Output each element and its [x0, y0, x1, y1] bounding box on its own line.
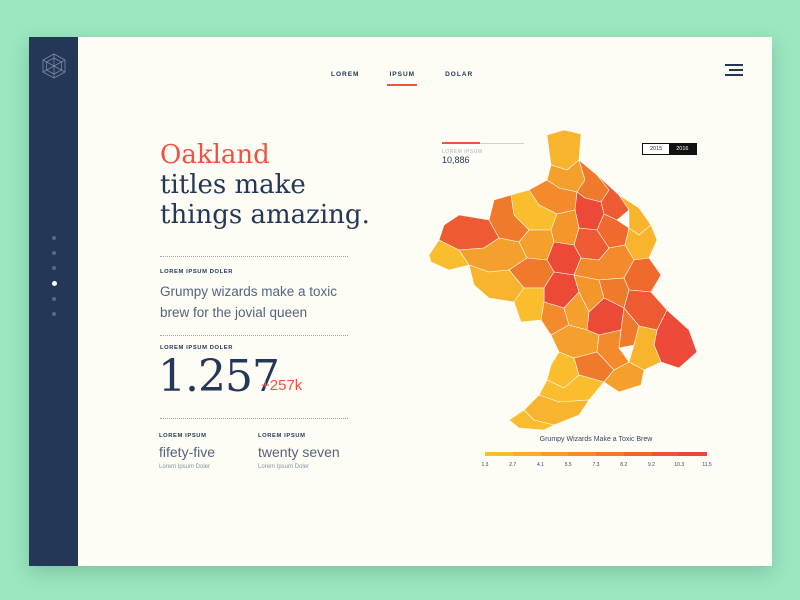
page-dot[interactable] — [52, 266, 56, 270]
page-dot[interactable] — [51, 281, 57, 286]
divider — [160, 418, 348, 419]
stat-1-label: LOREM IPSUM — [159, 433, 207, 439]
legend-swatch — [568, 452, 596, 456]
stat-2-value: twenty seven — [258, 444, 340, 460]
big-stat-value: 1.257 — [158, 351, 280, 402]
legend-swatch — [623, 452, 652, 456]
legend-tick: 7.3 — [592, 462, 600, 468]
stat-2-label: LOREM IPSUM — [258, 433, 306, 439]
title-accent: Oakland — [160, 140, 270, 170]
page-dot[interactable] — [52, 251, 56, 255]
legend-swatch — [596, 452, 624, 456]
title-line-3: things amazing. — [160, 200, 370, 230]
legend-title: Grumpy Wizards Make a Toxic Brew — [539, 436, 653, 443]
year-button-2015[interactable]: 2015 — [643, 144, 670, 154]
sidebar — [29, 37, 78, 566]
nav-item-dolar[interactable]: DOLAR — [445, 71, 474, 78]
divider — [160, 256, 348, 257]
legend-swatch — [485, 452, 513, 456]
legend-swatch — [512, 452, 541, 456]
map-stat-label: LOREM IPSUM — [442, 149, 483, 155]
title-line-2: titles make — [160, 170, 306, 200]
section-1-text: Grumpy wizards make a toxic brew for the… — [160, 284, 338, 320]
page-dot[interactable] — [52, 297, 56, 301]
nav-item-lorem[interactable]: LOREM — [331, 71, 360, 78]
year-toggle: 2015 2016 — [642, 143, 697, 155]
page-dot[interactable] — [52, 312, 56, 316]
legend-tick: 4.1 — [537, 462, 544, 468]
map-stat-bar — [442, 142, 524, 144]
legend-tick: 1.3 — [481, 462, 489, 468]
stat-2-sub: Lorem Ipsum Doler — [258, 464, 310, 470]
app-card: LOREM IPSUM DOLAR Oakland titles make thin… — [29, 37, 772, 566]
map-region — [508, 409, 555, 430]
hexagon-logo-icon[interactable] — [41, 53, 67, 79]
legend-swatch — [651, 452, 680, 456]
section-2-label: LOREM IPSUM DOLER — [160, 345, 234, 351]
section-1-label: LOREM IPSUM DOLER — [160, 269, 234, 275]
legend-ticks: 1.3 2.7 4.1 5.5 7.3 8.2 9.2 10.3 11.5 — [478, 462, 714, 468]
stat-1-sub: Lorem Ipsum Doler — [159, 464, 211, 470]
map-stat-value: 10,886 — [442, 155, 470, 165]
legend-swatch — [540, 452, 569, 456]
legend-swatch — [679, 452, 707, 456]
page-title: Oakland titles make things amazing. — [160, 140, 420, 230]
top-nav: LOREM IPSUM DOLAR — [331, 71, 503, 86]
page-dot[interactable] — [52, 236, 56, 240]
big-stat-delta: +257k — [261, 377, 303, 394]
divider — [160, 335, 348, 336]
stat-1-value: fifety-five — [159, 444, 216, 460]
legend-tick: 10.3 — [674, 462, 685, 468]
legend-color-scale — [485, 452, 707, 456]
legend-tick: 8.2 — [620, 462, 628, 468]
legend-tick: 9.2 — [648, 462, 655, 468]
map-region — [603, 361, 645, 393]
year-button-2016[interactable]: 2016 — [669, 144, 696, 154]
choropleth-map[interactable] — [429, 130, 719, 430]
legend-tick: 2.7 — [509, 462, 517, 468]
legend-tick: 11.5 — [702, 462, 712, 468]
page-indicator — [51, 236, 57, 327]
nav-item-ipsum[interactable]: IPSUM — [387, 71, 417, 86]
legend-tick: 5.5 — [564, 462, 572, 468]
map-region — [618, 307, 640, 349]
hamburger-menu-icon[interactable] — [725, 64, 743, 76]
